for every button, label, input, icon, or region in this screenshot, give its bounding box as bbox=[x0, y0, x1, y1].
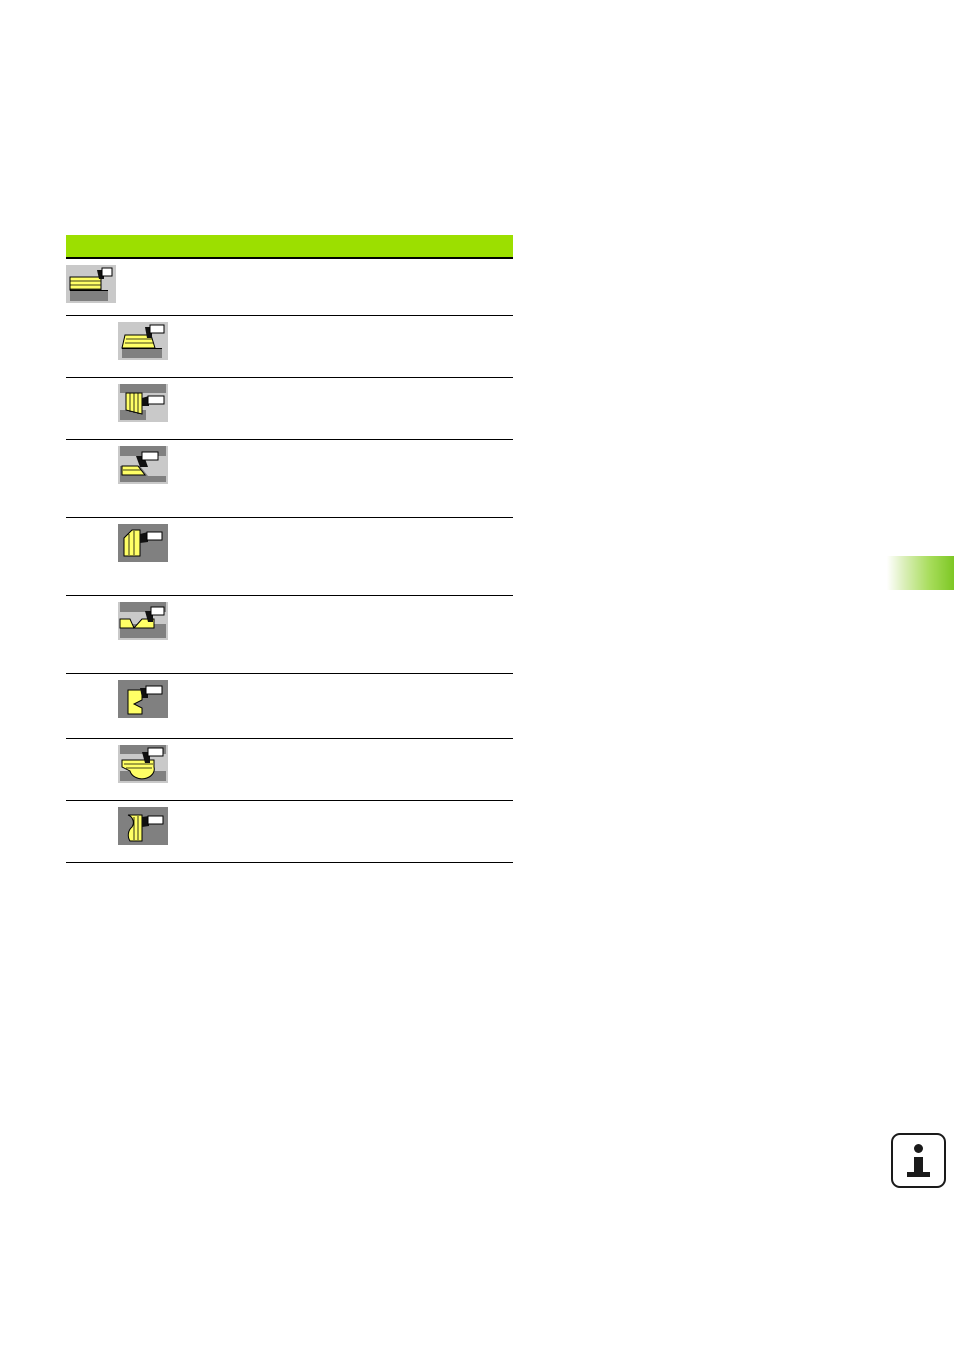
turning-cycle-roughing-longitudinal-icon bbox=[66, 265, 116, 308]
info-icon-base bbox=[907, 1172, 930, 1177]
table-row[interactable] bbox=[66, 259, 513, 316]
turning-cycle-icut-longitudinal-icon bbox=[118, 745, 168, 788]
turning-cycle-icut-transverse-icon bbox=[118, 807, 168, 850]
turning-cycle-longitudinal-contour-parallel-icon bbox=[118, 446, 168, 489]
info-note-icon bbox=[891, 1133, 946, 1188]
table-row[interactable] bbox=[66, 739, 513, 801]
table-row[interactable] bbox=[66, 518, 513, 596]
chapter-edge-marker bbox=[884, 556, 954, 590]
softkey-reference-table bbox=[66, 235, 513, 863]
info-icon-stem bbox=[914, 1157, 923, 1177]
table-row[interactable] bbox=[66, 440, 513, 518]
turning-cycle-roughing-transverse-face-icon bbox=[118, 384, 168, 427]
turning-cycle-transverse-plunge-contour-icon bbox=[118, 680, 168, 723]
table-header-bar bbox=[66, 235, 513, 259]
turning-cycle-longitudinal-plunge-contour-icon bbox=[118, 602, 168, 645]
table-row[interactable] bbox=[66, 596, 513, 674]
table-row[interactable] bbox=[66, 316, 513, 378]
table-row[interactable] bbox=[66, 378, 513, 440]
info-icon-dot bbox=[914, 1144, 923, 1153]
turning-cycle-roughing-longitudinal-plunge-icon bbox=[118, 322, 168, 365]
table-row[interactable] bbox=[66, 801, 513, 863]
table-row[interactable] bbox=[66, 674, 513, 739]
turning-cycle-transverse-contour-parallel-icon bbox=[118, 524, 168, 567]
